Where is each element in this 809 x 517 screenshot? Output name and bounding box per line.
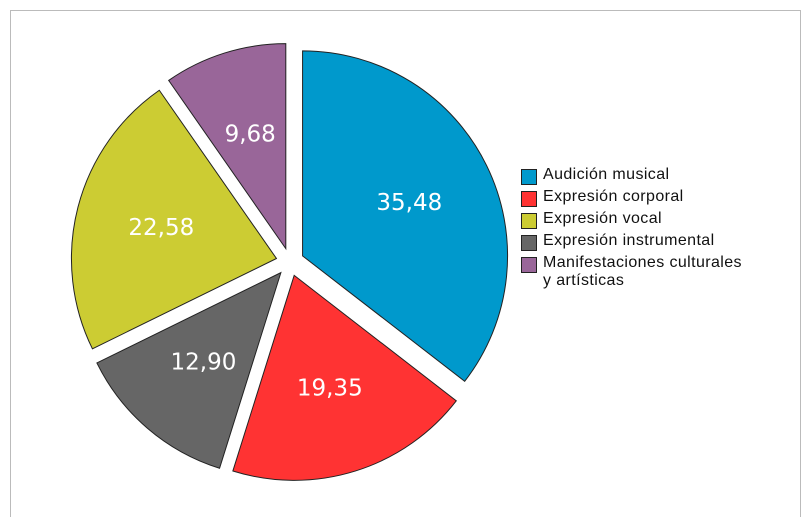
legend-label: Audición musical — [543, 166, 670, 183]
legend-label: Expresión vocal — [543, 210, 662, 227]
legend-label: Expresión instrumental — [543, 232, 715, 249]
legend-item: Manifestaciones culturales y artísticas — [521, 254, 743, 290]
legend-label: Manifestaciones culturales y artísticas — [543, 254, 742, 289]
pie-slice — [70, 89, 278, 350]
frame — [10, 10, 801, 517]
legend-item: Expresión instrumental — [521, 232, 743, 251]
legend-item: Audición musical — [521, 166, 743, 185]
data-label: 19,35 — [297, 375, 363, 401]
legend-label: Expresión corporal — [543, 188, 684, 205]
legend-swatch — [521, 213, 537, 229]
legend-swatch — [521, 169, 537, 185]
legend-swatch — [521, 191, 537, 207]
pie-slice — [302, 50, 508, 383]
data-label: 9,68 — [225, 122, 276, 148]
legend-item: Expresión corporal — [521, 188, 743, 207]
data-label: 35,48 — [376, 190, 442, 216]
legend-swatch — [521, 257, 537, 273]
legend-item: Expresión vocal — [521, 210, 743, 229]
data-label: 22,58 — [128, 215, 194, 241]
pie-slice — [232, 274, 458, 481]
pie-slice — [167, 43, 287, 251]
legend: Audición musical Expresión corporal Expres… — [521, 166, 743, 293]
legend-swatch — [521, 235, 537, 251]
pie-slice — [96, 271, 282, 469]
data-label: 12,90 — [171, 349, 237, 375]
